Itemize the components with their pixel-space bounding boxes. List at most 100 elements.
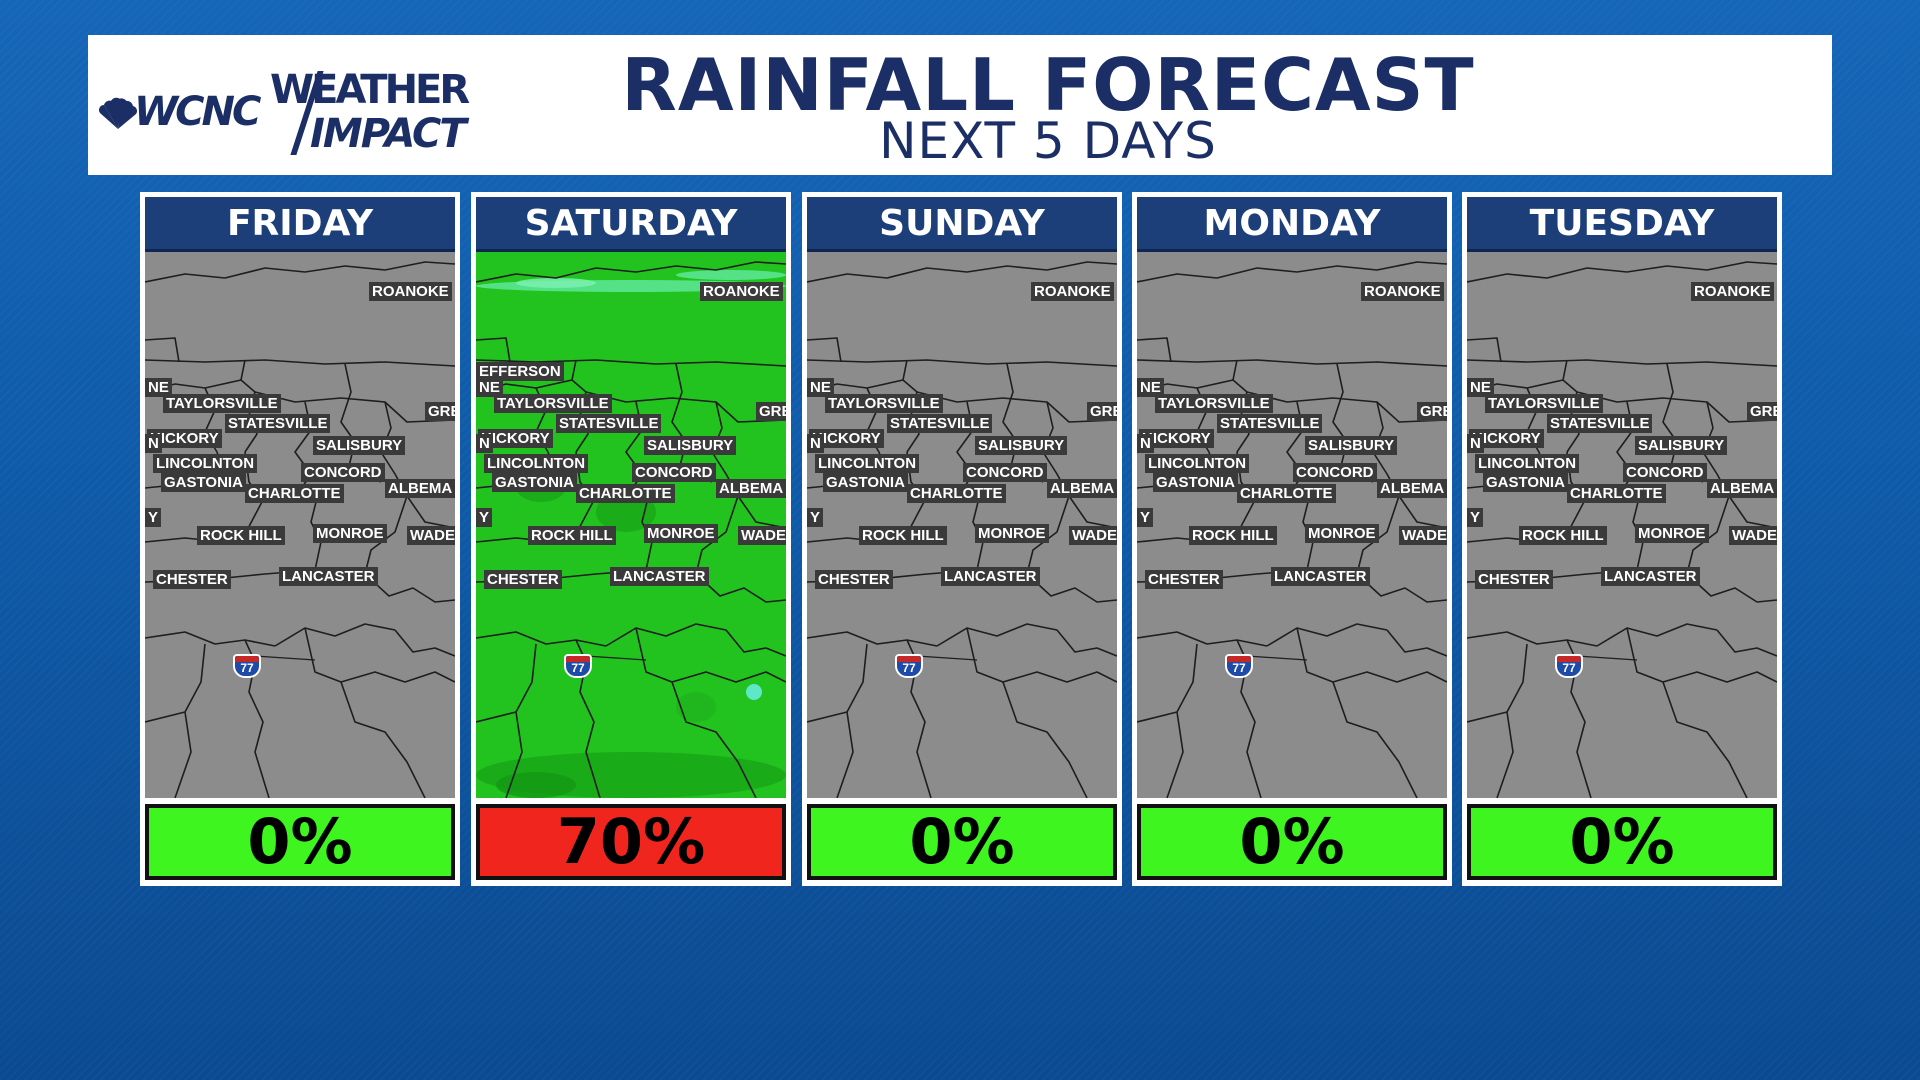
city-label: HICKORY — [1139, 429, 1214, 448]
city-label: CHESTER — [153, 570, 231, 589]
day-panel-tuesday: TUESDAY — [1462, 192, 1782, 886]
city-label: SALISBURY — [975, 436, 1068, 455]
city-label: ROANOKE — [700, 282, 783, 301]
city-label: SALISBURY — [644, 436, 737, 455]
day-panel-monday: MONDAY — [1132, 192, 1452, 886]
county-map — [1467, 261, 1777, 798]
edge-city-label: GRE — [1087, 402, 1117, 421]
page-subtitle: NEXT 5 DAYS — [879, 112, 1217, 170]
edge-city-label: Y — [145, 508, 162, 527]
city-label: ALBEMA — [1047, 479, 1117, 498]
day-name: MONDAY — [1137, 197, 1447, 252]
city-label: WADE — [407, 526, 455, 545]
edge-city-label: N — [1137, 434, 1154, 453]
rain-chance-box: 0% — [807, 804, 1117, 880]
city-label: MONROE — [975, 524, 1049, 543]
city-label: WADE — [1399, 526, 1447, 545]
city-label: ROCK HILL — [528, 526, 616, 545]
city-label: ROANOKE — [1031, 282, 1114, 301]
city-label: STATESVILLE — [556, 414, 662, 433]
rain-cell — [746, 684, 762, 700]
edge-city-label: NE — [476, 378, 503, 397]
city-label: CONCORD — [963, 463, 1047, 482]
city-label: GASTONIA — [1483, 473, 1568, 492]
city-label: ROANOKE — [1361, 282, 1444, 301]
city-label: ALBEMA — [385, 479, 455, 498]
day-panel-friday: FRIDAY — [140, 192, 460, 886]
city-label: HICKORY — [1469, 429, 1544, 448]
city-label: GASTONIA — [1153, 473, 1238, 492]
station-logo: WCNC WEATHER IMPACT — [98, 35, 498, 157]
city-label: STATESVILLE — [1217, 414, 1323, 433]
city-label: LANCASTER — [941, 567, 1040, 586]
edge-city-label: NE — [1467, 378, 1494, 397]
city-label: TAYLORSVILLE — [825, 394, 943, 413]
interstate-shield-icon: 77 — [1555, 654, 1583, 678]
city-label: STATESVILLE — [225, 414, 331, 433]
forecast-map: ROANOKE TAYLORSVILLE STATESVILLE HICKORY SAL… — [807, 252, 1117, 798]
city-label: SALISBURY — [313, 436, 406, 455]
peacock-icon — [99, 97, 137, 129]
county-map — [476, 261, 786, 798]
city-label: ROANOKE — [369, 282, 452, 301]
city-label: STATESVILLE — [1547, 414, 1653, 433]
city-label: TAYLORSVILLE — [163, 394, 281, 413]
edge-city-label: Y — [1467, 508, 1484, 527]
city-label: ALBEMA — [1707, 479, 1777, 498]
logo-impact-text: IMPACT — [310, 111, 467, 157]
county-map — [807, 261, 1117, 798]
rain-chance-box: 0% — [1137, 804, 1447, 880]
interstate-shield-icon: 77 — [895, 654, 923, 678]
city-label: CHESTER — [815, 570, 893, 589]
city-label: SALISBURY — [1305, 436, 1398, 455]
city-label: WADE — [1729, 526, 1777, 545]
city-label: MONROE — [1635, 524, 1709, 543]
city-label: LANCASTER — [279, 567, 378, 586]
city-label: ROCK HILL — [1519, 526, 1607, 545]
day-panel-saturday: SATURDAY — [471, 192, 791, 886]
city-label: HICKORY — [478, 429, 553, 448]
city-label: LINCOLNTON — [484, 454, 589, 473]
day-name: TUESDAY — [1467, 197, 1777, 252]
city-label: MONROE — [644, 524, 718, 543]
city-label: CHARLOTTE — [1237, 484, 1336, 503]
city-label: WADE — [1069, 526, 1117, 545]
day-panel-sunday: SUNDAY — [802, 192, 1122, 886]
city-label: TAYLORSVILLE — [1485, 394, 1603, 413]
county-map — [145, 261, 455, 798]
city-label: ROCK HILL — [197, 526, 285, 545]
forecast-map: ROANOKE TAYLORSVILLE STATESVILLE HICKORY SAL… — [1137, 252, 1447, 798]
city-label: LANCASTER — [610, 567, 709, 586]
city-label: TAYLORSVILLE — [494, 394, 612, 413]
city-label: CHESTER — [484, 570, 562, 589]
day-name: FRIDAY — [145, 197, 455, 252]
city-label: LINCOLNTON — [1145, 454, 1250, 473]
edge-city-label: Y — [807, 508, 824, 527]
forecast-map: ROANOKE TAYLORSVILLE STATESVILLE HICKORY SAL… — [145, 252, 455, 798]
city-label: LINCOLNTON — [153, 454, 258, 473]
city-label: LINCOLNTON — [1475, 454, 1580, 473]
forecast-map: ROANOKE TAYLORSVILLE STATESVILLE HICKORY SAL… — [1467, 252, 1777, 798]
city-label: HICKORY — [147, 429, 222, 448]
city-label: LANCASTER — [1271, 567, 1370, 586]
city-label: CHESTER — [1145, 570, 1223, 589]
rain-blob — [676, 692, 716, 722]
edge-city-label: NE — [145, 378, 172, 397]
city-label: ROCK HILL — [1189, 526, 1277, 545]
city-label: WADESI — [738, 526, 786, 545]
city-label: MONROE — [1305, 524, 1379, 543]
city-label: CHARLOTTE — [245, 484, 344, 503]
rain-blob — [516, 278, 596, 288]
city-label: SALISBURY — [1635, 436, 1728, 455]
interstate-shield-icon: 77 — [564, 654, 592, 678]
logo-weather-text: WEATHER — [270, 67, 470, 113]
rain-blob — [496, 772, 576, 798]
city-label: CONCORD — [632, 463, 716, 482]
edge-city-label: N — [1467, 434, 1484, 453]
logo-station-text: WCNC — [134, 89, 261, 135]
city-label: CONCORD — [1293, 463, 1377, 482]
edge-city-label: GRE — [1417, 402, 1447, 421]
forecast-map: ROANOKE TAYLORSVILLE STATESVILLE HICKORY SAL… — [476, 252, 786, 798]
city-label: ALBEMA — [1377, 479, 1447, 498]
edge-city-label: Y — [476, 508, 493, 527]
